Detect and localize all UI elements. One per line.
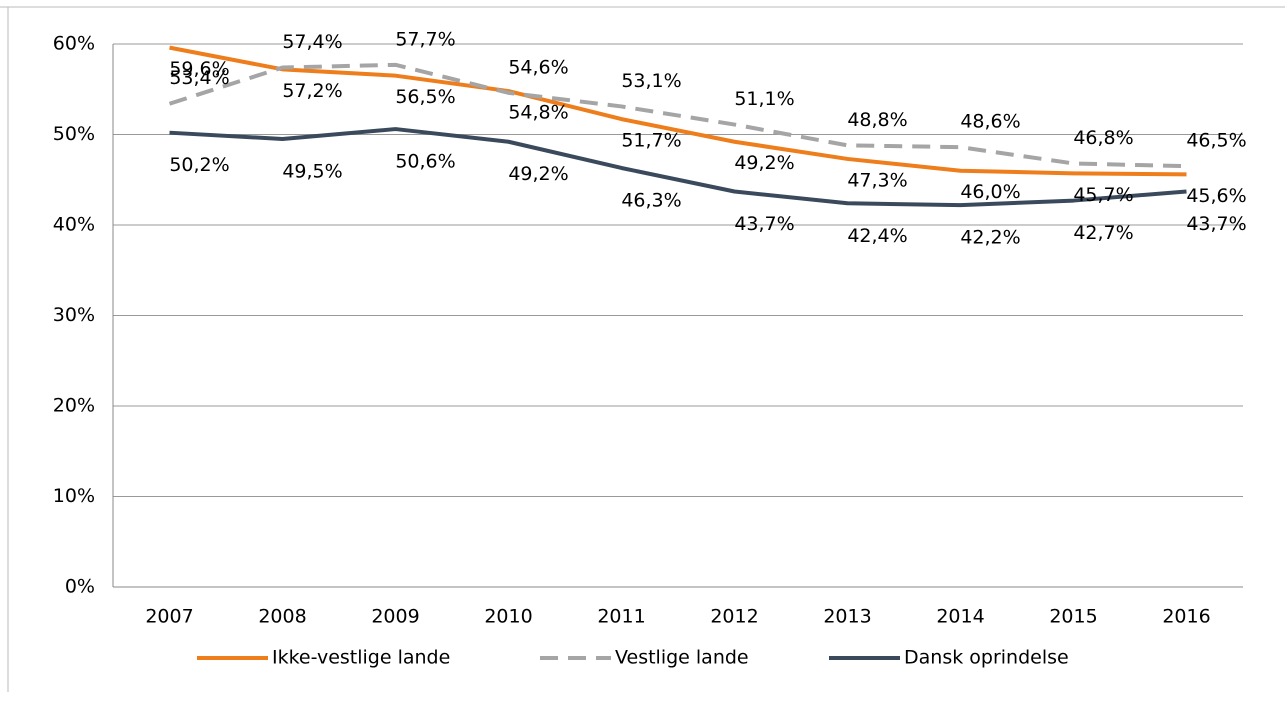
y-tick-label: 10% bbox=[53, 485, 95, 507]
data-label: 59,6% bbox=[169, 58, 229, 80]
data-label: 49,2% bbox=[734, 152, 794, 174]
data-label: 51,7% bbox=[621, 130, 681, 152]
data-label: 49,5% bbox=[282, 161, 342, 183]
y-tick-label: 60% bbox=[53, 33, 95, 55]
series-line bbox=[168, 62, 1187, 169]
data-label: 54,6% bbox=[508, 56, 568, 78]
y-tick-label: 30% bbox=[53, 304, 95, 326]
data-label: 47,3% bbox=[847, 169, 907, 191]
x-tick-label: 2015 bbox=[1049, 606, 1097, 628]
data-label: 56,5% bbox=[395, 86, 455, 108]
data-label: 43,7% bbox=[1186, 213, 1246, 235]
data-label: 43,7% bbox=[734, 213, 794, 235]
data-label: 57,2% bbox=[282, 80, 342, 102]
data-label: 46,8% bbox=[1073, 127, 1133, 149]
series-line bbox=[169, 127, 1187, 208]
legend-label: Dansk oprindelse bbox=[904, 647, 1069, 669]
y-tick-label: 40% bbox=[53, 214, 95, 236]
legend-label: Vestlige lande bbox=[615, 647, 749, 669]
y-tick-label: 0% bbox=[65, 576, 95, 598]
y-tick-label: 20% bbox=[53, 395, 95, 417]
data-label: 42,7% bbox=[1073, 222, 1133, 244]
data-label: 54,8% bbox=[508, 102, 568, 124]
x-tick-label: 2008 bbox=[258, 606, 306, 628]
data-label: 46,0% bbox=[960, 181, 1020, 203]
x-tick-label: 2012 bbox=[710, 606, 758, 628]
x-tick-label: 2007 bbox=[145, 606, 193, 628]
data-label: 50,2% bbox=[169, 154, 229, 176]
data-label: 42,4% bbox=[847, 225, 907, 247]
data-label: 46,3% bbox=[621, 189, 681, 211]
x-tick-label: 2009 bbox=[371, 606, 419, 628]
data-label: 53,4% bbox=[169, 67, 229, 89]
data-label: 45,6% bbox=[1186, 185, 1246, 207]
x-tick-label: 2014 bbox=[936, 606, 984, 628]
data-label: 50,6% bbox=[395, 151, 455, 173]
data-label: 53,1% bbox=[621, 70, 681, 92]
x-tick-label: 2016 bbox=[1162, 606, 1210, 628]
data-label: 48,6% bbox=[960, 111, 1020, 133]
data-label: 45,7% bbox=[1073, 184, 1133, 206]
legend-label: Ikke-vestlige lande bbox=[272, 647, 450, 669]
data-label: 48,8% bbox=[847, 109, 907, 131]
data-label: 57,4% bbox=[282, 31, 342, 53]
x-tick-label: 2010 bbox=[484, 606, 532, 628]
data-label: 42,2% bbox=[960, 227, 1020, 249]
data-label: 46,5% bbox=[1186, 130, 1246, 152]
x-tick-label: 2013 bbox=[823, 606, 871, 628]
data-label: 49,2% bbox=[508, 163, 568, 185]
series-line bbox=[169, 45, 1187, 177]
data-label: 51,1% bbox=[734, 88, 794, 110]
x-tick-label: 2011 bbox=[597, 606, 645, 628]
data-label: 57,7% bbox=[395, 28, 455, 50]
y-tick-label: 50% bbox=[53, 123, 95, 145]
